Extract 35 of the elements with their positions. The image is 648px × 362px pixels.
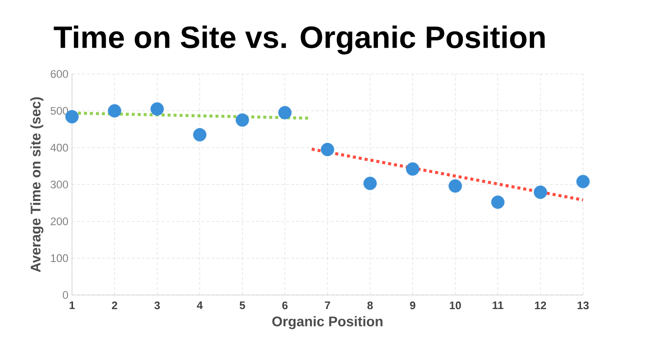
x-axis-title: Organic Position [272,316,382,330]
point [150,102,164,116]
point [108,104,122,118]
x-tick-label: 1 [70,302,75,310]
point [491,196,505,209]
x-tick-label: 2 [112,302,118,310]
x-tick-label: 10 [450,302,461,310]
x-tick-label: 11 [492,302,504,310]
point [534,186,548,199]
x-tick-label: 13 [578,302,589,310]
point [236,113,250,127]
point [406,162,420,176]
y-tick-label: 500 [50,106,68,115]
point [320,142,334,156]
chart-title: Time on Site vs. Organic Position [54,26,545,54]
point [278,106,292,120]
y-tick-label: 0 [62,291,68,299]
x-tick-label: 8 [367,302,373,310]
point [193,128,206,142]
x-tick-label: 4 [196,302,203,310]
y-tick-label: 300 [50,180,68,188]
y-axis-title: Average Time on site (sec) [30,97,44,272]
y-tick-label: 400 [50,144,68,152]
y-tick-label: 100 [51,254,68,262]
x-tick-label: 7 [324,302,330,310]
x-tick-label: 9 [410,302,416,310]
y-tick-label: 600 [50,70,68,78]
point [363,176,377,190]
x-tick-label: 6 [282,302,288,310]
x-tick-label: 5 [240,302,246,310]
x-tick-label: 3 [154,302,160,310]
x-tick-label: 12 [535,302,546,310]
point [448,179,462,193]
y-tick-label: 200 [50,217,68,226]
point [576,174,590,188]
